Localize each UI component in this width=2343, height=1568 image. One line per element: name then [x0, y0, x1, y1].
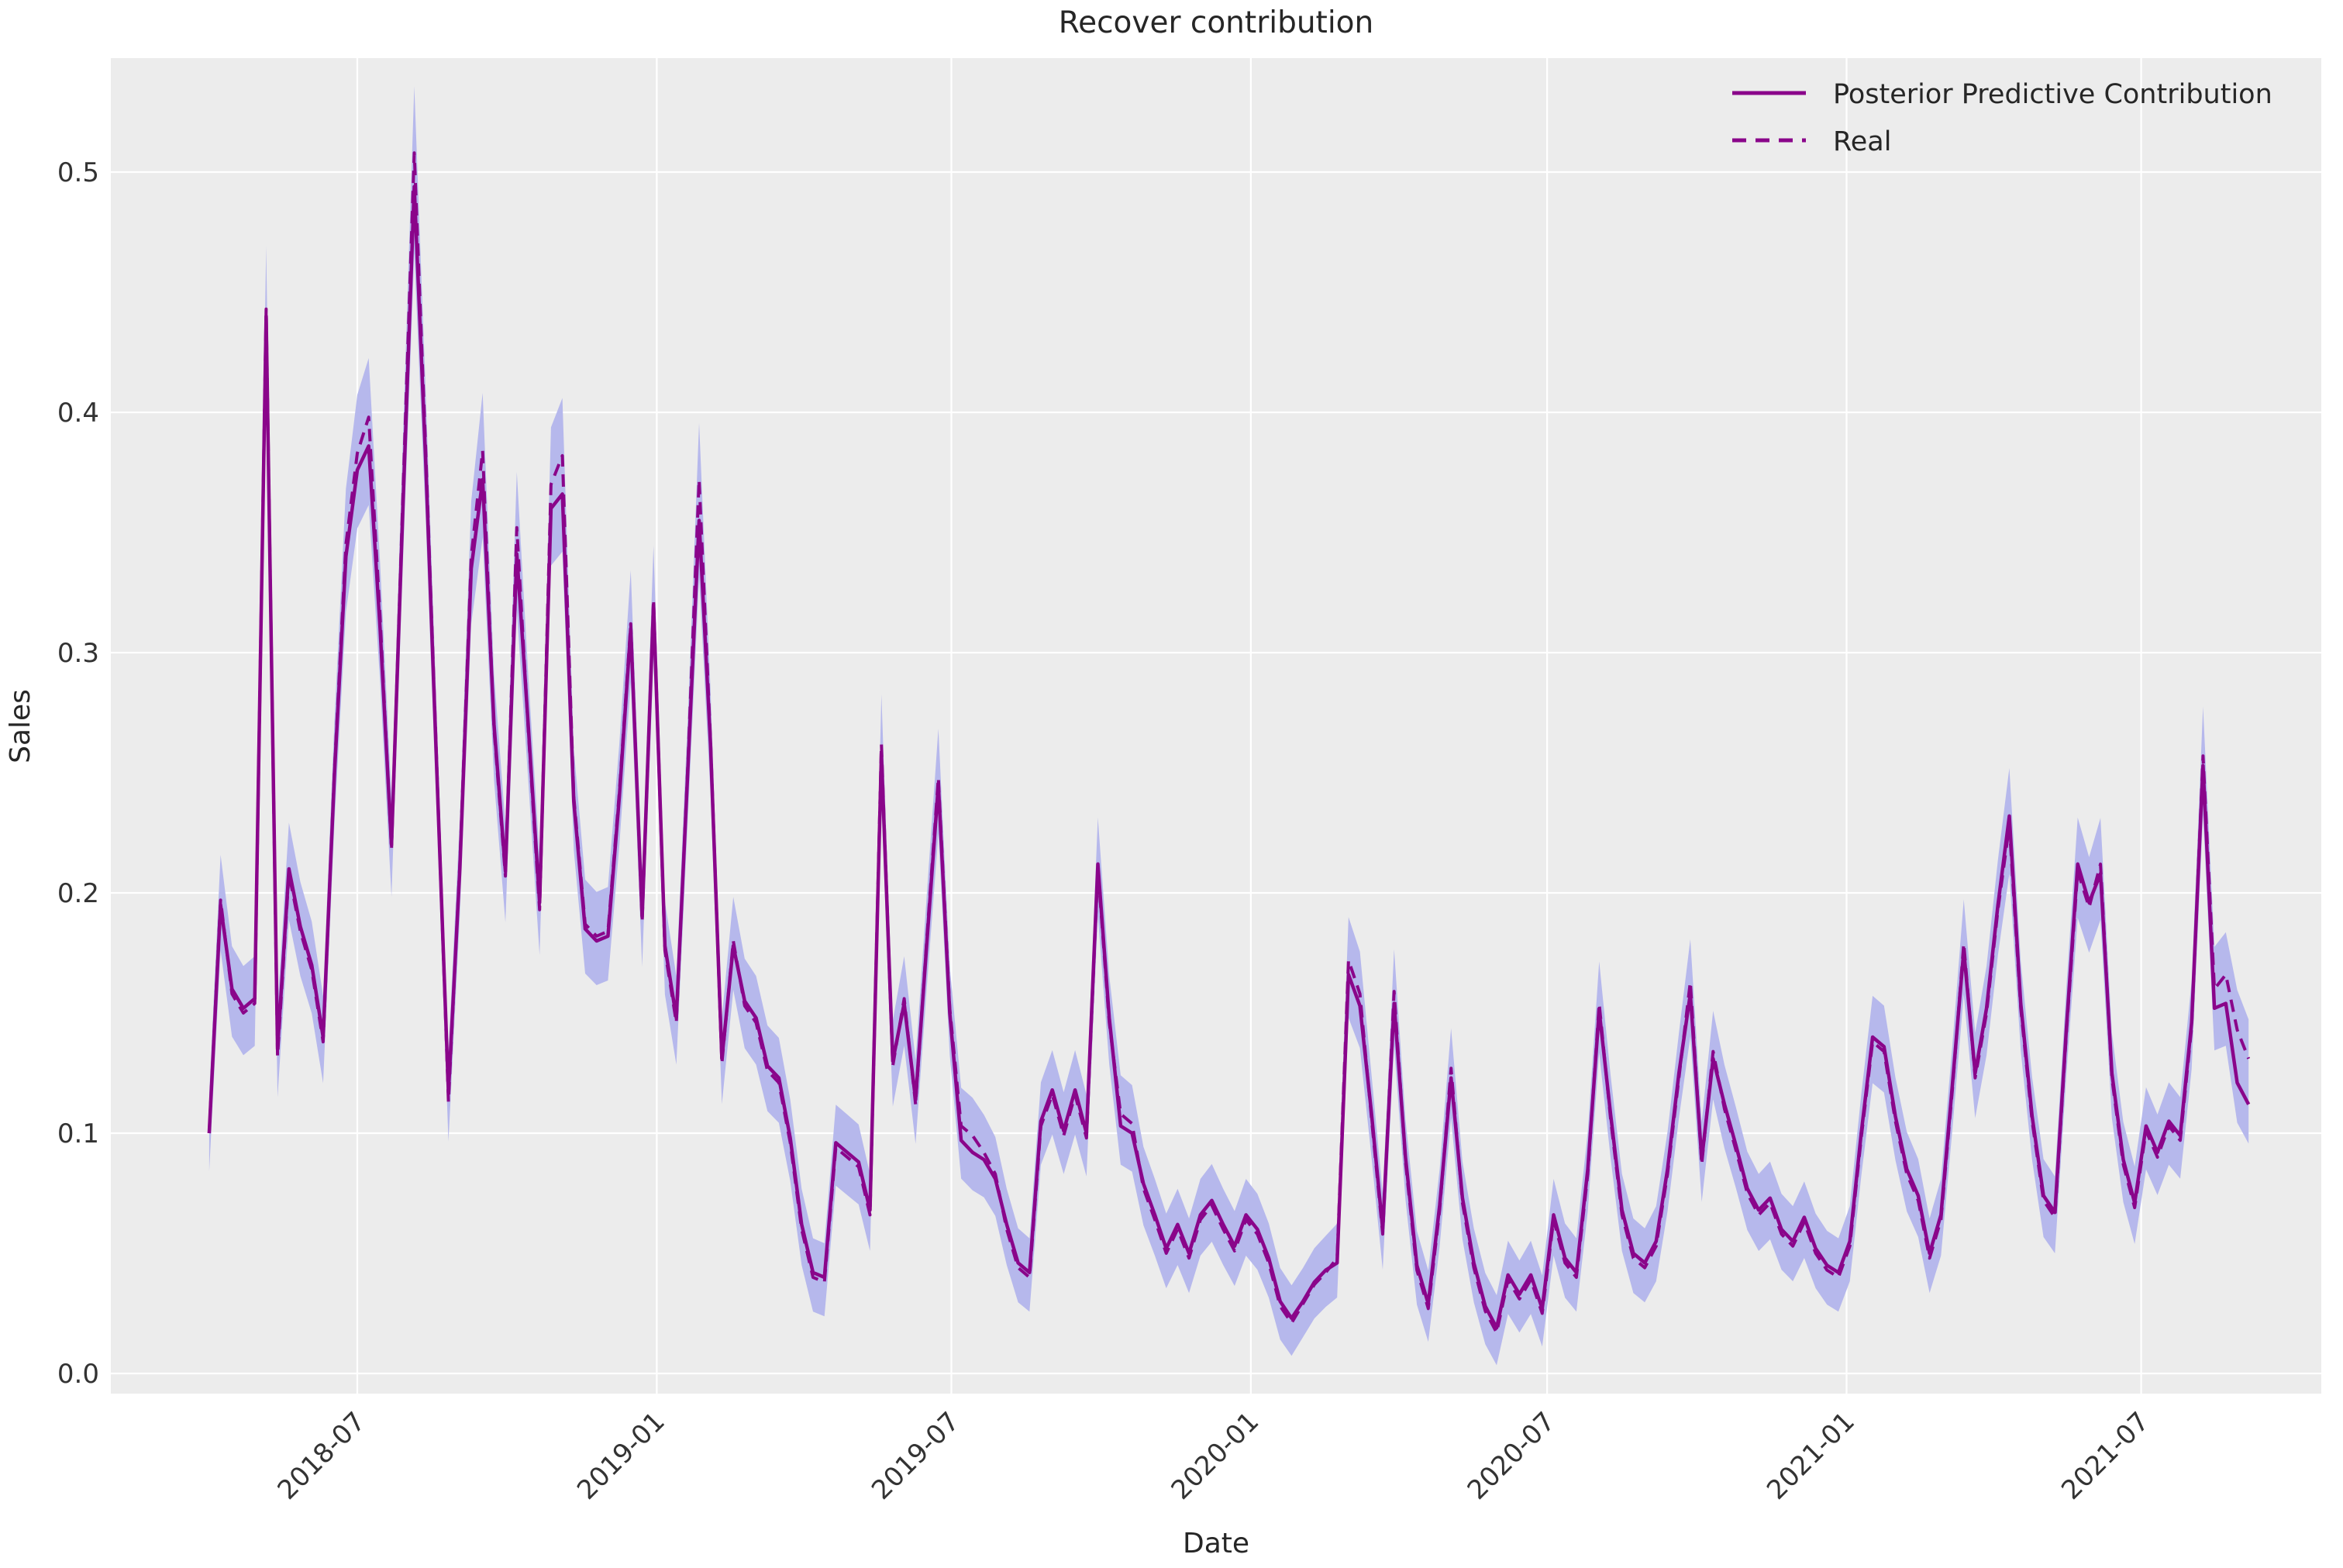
x-axis-label: Date [1183, 1528, 1249, 1559]
y-tick-label: 0.1 [57, 1118, 99, 1149]
y-tick-label: 0.0 [57, 1359, 99, 1390]
legend: Posterior Predictive Contribution Real [1732, 79, 2272, 157]
y-tick-label: 0.3 [57, 638, 99, 669]
x-tick-label: 2020-01 [1166, 1406, 1266, 1506]
grid-lines [111, 58, 2321, 1394]
y-axis-ticks: 0.0 0.1 0.2 0.3 0.4 0.5 [57, 157, 99, 1390]
real-line [207, 151, 2251, 1335]
x-tick-label: 2021-01 [1761, 1406, 1861, 1506]
legend-label-posterior: Posterior Predictive Contribution [1833, 79, 2272, 110]
x-tick-label: 2021-07 [2055, 1406, 2155, 1506]
y-tick-label: 0.4 [57, 398, 99, 429]
plot-area [111, 58, 2321, 1394]
x-tick-label: 2020-07 [1462, 1406, 1562, 1506]
y-tick-label: 0.5 [57, 157, 99, 188]
x-tick-label: 2019-07 [866, 1406, 966, 1506]
chart-title: Recover contribution [1059, 5, 1374, 40]
x-axis-ticks: 2018-07 2019-01 2019-07 2020-01 2020-07 2021-… [272, 1406, 2155, 1506]
legend-label-real: Real [1833, 126, 1891, 157]
x-tick-label: 2018-07 [272, 1406, 372, 1506]
y-axis-label: Sales [5, 689, 36, 763]
x-tick-label: 2019-01 [571, 1406, 671, 1506]
y-tick-label: 0.2 [57, 878, 99, 909]
